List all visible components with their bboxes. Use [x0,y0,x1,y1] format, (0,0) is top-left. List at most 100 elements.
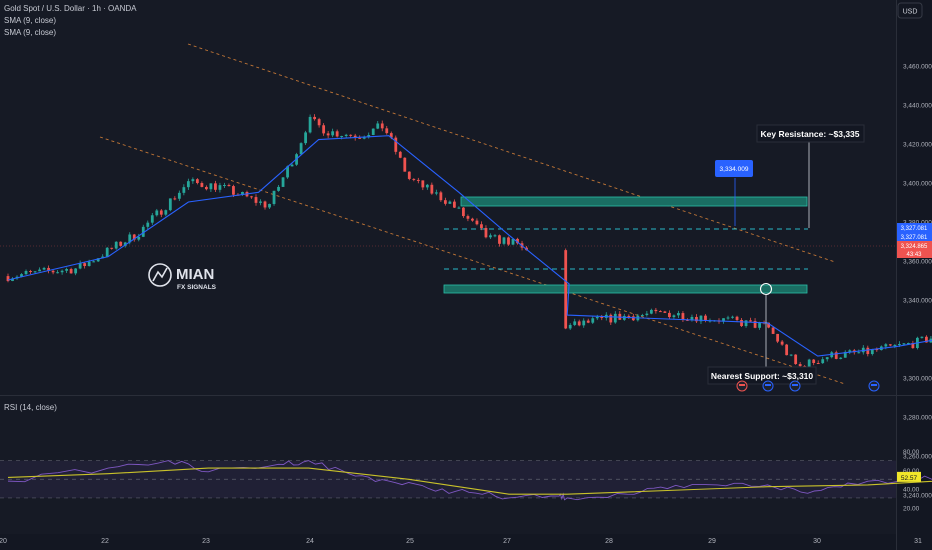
rsi-tick-label: 20.00 [903,505,920,512]
candle-body [595,316,599,319]
time-axis-background [0,534,932,550]
countdown-text: 43:43 [906,252,922,258]
candle-body [65,269,69,271]
candle-body [821,359,825,364]
rsi-last-badge [897,471,921,482]
candle-body [471,218,474,221]
candle-body [56,272,59,274]
rsi-ma-line [7,467,932,495]
candle-body [51,270,55,273]
candle-body [654,309,658,312]
candle-body [466,216,470,219]
candle-body [412,178,416,180]
logo-icon [148,263,172,287]
time-tick-label: 29 [708,538,716,545]
price-tag-box [715,160,753,177]
candle-body [155,210,159,216]
candle-body [173,198,177,200]
candle-body [362,137,366,139]
last-price-badge [897,241,932,258]
candle-body [511,238,515,245]
candle-body [613,313,617,323]
candle-body [200,183,204,187]
candle-body [780,341,784,345]
channel-lower-line [99,136,846,385]
time-tick-label: 24 [306,538,314,545]
candle-body [367,135,371,138]
event-flag-mark [765,384,771,386]
candle-body [218,185,222,190]
price-tick-label: 3,400.000 [903,181,932,188]
candle-body [564,250,568,329]
candle-body [457,207,461,209]
candle-body [681,313,685,320]
candle-body [164,210,168,215]
rsi-label[interactable]: RSI (14, close) [4,403,57,412]
logo-name: MIAN [176,266,214,283]
indicator-sma-label-2[interactable]: SMA (9, close) [4,28,57,37]
symbol-title[interactable]: Gold Spot / U.S. Dollar · 1h · OANDA [4,4,137,13]
indicator-sma-label-1[interactable]: SMA (9, close) [4,16,57,25]
logo-trend-mark [152,267,168,282]
candle-body [110,247,114,249]
candle-body [168,198,172,211]
candle-body [407,171,411,179]
candle-body [906,342,910,344]
candle-body [119,241,123,246]
candle-body [38,269,41,272]
candle-body [137,236,141,240]
candle-body [214,183,217,190]
candle-body [250,196,253,198]
candle-body [60,270,64,273]
candle-body [726,317,730,319]
candle-body [434,192,438,194]
candle-body [128,234,132,243]
candle-body [92,261,96,263]
candle-body [159,210,163,215]
price-tick-label: 3,260.000 [903,454,932,461]
candle-body [150,215,154,223]
candle-body [340,135,344,137]
candle-body [335,131,339,137]
candle-body [425,184,429,188]
candle-body [317,119,321,126]
candle-body [812,359,816,363]
sma-badge-2-text: 3,327.081 [901,235,928,241]
candle-body [430,184,434,194]
candle-body [776,333,780,342]
candle-body [807,359,811,369]
candle-body [740,319,743,327]
candle-body [344,134,348,136]
price-tick-label: 3,340.000 [903,298,932,305]
price-tick-label: 3,440.000 [903,103,932,110]
candle-body [888,344,892,346]
candle-body [123,242,127,246]
price-tick-label: 3,360.000 [903,259,932,266]
candle-body [389,133,393,138]
candle-body [403,157,407,172]
candle-body [186,181,190,188]
currency-label: USD [903,9,918,16]
resistance-label-text: Key Resistance: ~$3,335 [761,129,860,139]
rsi-tick-label: 60.00 [903,468,920,475]
candle-body [480,224,483,228]
candle-body [839,357,843,359]
candle-body [677,313,680,316]
candle-body [489,235,492,238]
candle-body [695,316,698,322]
candle-body [69,269,73,274]
candle-body [114,241,118,249]
candle-body [191,179,195,182]
candle-body [848,350,852,352]
candle-body [609,314,613,323]
event-flag-mark [871,384,877,386]
candle-body [911,342,915,349]
candle-body [132,234,136,240]
price-tick-label: 3,420.000 [903,142,932,149]
candle-body [582,320,586,326]
event-flag-mark [792,384,798,386]
candle-body [286,166,289,178]
candle-body [259,201,262,203]
support-label-box [707,366,817,385]
